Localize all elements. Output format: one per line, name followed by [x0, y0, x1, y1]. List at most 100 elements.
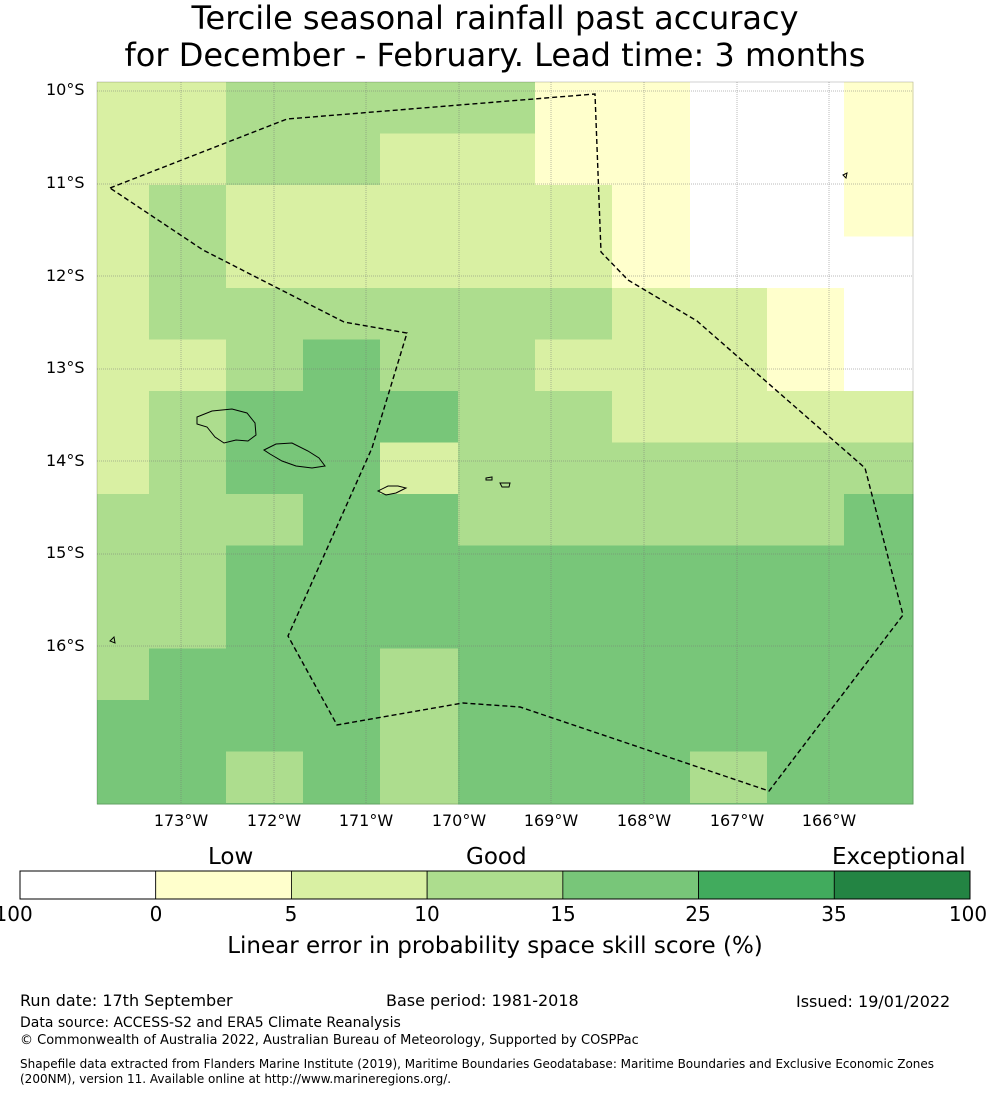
- grid-cell: [226, 494, 304, 546]
- grid-cell: [149, 494, 227, 546]
- grid-cell: [458, 391, 536, 443]
- copyright: © Commonwealth of Australia 2022, Austra…: [20, 1033, 639, 1048]
- run-date: Run date: 17th September: [20, 991, 233, 1010]
- grid-cell: [97, 185, 150, 237]
- grid-cell: [690, 648, 768, 701]
- grid-cell: [535, 751, 613, 804]
- grid-cell: [97, 82, 150, 134]
- grid-cell: [458, 442, 536, 495]
- grid-cell: [458, 133, 536, 186]
- issued-date: Issued: 19/01/2022: [796, 992, 951, 1011]
- chart-title-line-2: for December - February. Lead time: 3 mo…: [124, 36, 866, 74]
- lon-label-172w: 172°W: [246, 811, 302, 830]
- graticule: [97, 82, 913, 804]
- colorbar-segment: [291, 870, 428, 900]
- grid-cell: [380, 185, 459, 237]
- chart-title-line-1: Tercile seasonal rainfall past accuracy: [191, 0, 799, 37]
- grid-cell: [690, 442, 768, 495]
- grid-cell: [303, 545, 381, 598]
- grid-cell: [303, 597, 381, 649]
- grid-cell: [226, 133, 304, 186]
- grid-cell: [690, 803, 768, 805]
- grid-cell: [458, 803, 536, 805]
- skill-grid: [97, 82, 914, 805]
- grid-cell: [380, 339, 459, 392]
- lat-label-13s: 13°S: [46, 358, 85, 377]
- grid-cell: [535, 442, 613, 495]
- grid-cell: [612, 288, 691, 340]
- grid-cell: [844, 185, 914, 237]
- grid-cell: [97, 751, 150, 804]
- colorbar-segment: [833, 870, 971, 900]
- grid-cell: [303, 751, 381, 804]
- shapefile-credit-line-1: Shapefile data extracted from Flanders M…: [20, 1057, 935, 1071]
- base-period: Base period: 1981-2018: [386, 991, 579, 1010]
- grid-cell: [380, 545, 459, 598]
- colorbar-segment: [562, 870, 699, 900]
- grid-cell: [226, 236, 304, 289]
- grid-cell: [844, 391, 914, 443]
- grid-cell: [690, 391, 768, 443]
- grid-cell: [767, 82, 845, 134]
- grid-cell: [97, 803, 150, 805]
- grid-cell: [458, 288, 536, 340]
- grid-cell: [535, 494, 613, 546]
- grid-cell: [535, 700, 613, 752]
- category-low: Low: [208, 844, 254, 870]
- shapefile-credit-line-2: (200NM), version 11. Available online at…: [20, 1072, 452, 1086]
- grid-cell: [535, 82, 613, 134]
- category-exceptional: Exceptional: [832, 844, 966, 870]
- grid-cell: [149, 236, 227, 289]
- savaii-island: [196, 408, 257, 444]
- grid-cell: [226, 545, 304, 598]
- grid-cell: [612, 236, 691, 289]
- grid-cell: [97, 442, 150, 495]
- lon-label-171w: 171°W: [338, 811, 394, 830]
- grid-cell: [303, 288, 381, 340]
- grid-cell: [535, 339, 613, 392]
- tick-label: 100: [948, 902, 988, 926]
- grid-cell: [612, 803, 691, 805]
- grid-cell: [97, 494, 150, 546]
- colorbar-segment: [19, 870, 157, 900]
- grid-cell: [97, 545, 150, 598]
- grid-cell: [612, 339, 691, 392]
- grid-cell: [149, 82, 227, 134]
- grid-cell: [97, 391, 150, 443]
- grid-cell: [458, 545, 536, 598]
- lat-label-12s: 12°S: [46, 266, 85, 285]
- tick-label: 0: [149, 902, 163, 926]
- grid-cell: [612, 133, 691, 186]
- grid-cell: [303, 442, 381, 495]
- grid-cell: [844, 803, 914, 805]
- tutuila-island: [376, 485, 408, 496]
- grid-cell: [303, 133, 381, 186]
- grid-cell: [612, 494, 691, 546]
- grid-cell: [458, 494, 536, 546]
- grid-cell: [767, 545, 845, 598]
- grid-cell: [226, 597, 304, 649]
- grid-cell: [97, 133, 150, 186]
- grid-cell: [535, 545, 613, 598]
- grid-cell: [149, 751, 227, 804]
- grid-cell: [380, 288, 459, 340]
- grid-cell: [380, 700, 459, 752]
- grid-cell: [97, 288, 150, 340]
- grid-cell: [149, 700, 227, 752]
- grid-cell: [226, 700, 304, 752]
- lat-label-10s: 10°S: [46, 80, 85, 99]
- grid-cell: [767, 442, 845, 495]
- grid-cell: [844, 700, 914, 752]
- grid-cell: [303, 82, 381, 134]
- grid-cell: [149, 185, 227, 237]
- grid-cell: [97, 236, 150, 289]
- grid-cell: [303, 339, 381, 392]
- tick-label: -100: [0, 902, 33, 926]
- grid-cell: [767, 597, 845, 649]
- grid-cell: [535, 236, 613, 289]
- lat-label-14s: 14°S: [46, 451, 85, 470]
- tick-label: 5: [284, 902, 298, 926]
- lon-label-169w: 169°W: [523, 811, 579, 830]
- data-source: Data source: ACCESS-S2 and ERA5 Climate …: [20, 1015, 401, 1031]
